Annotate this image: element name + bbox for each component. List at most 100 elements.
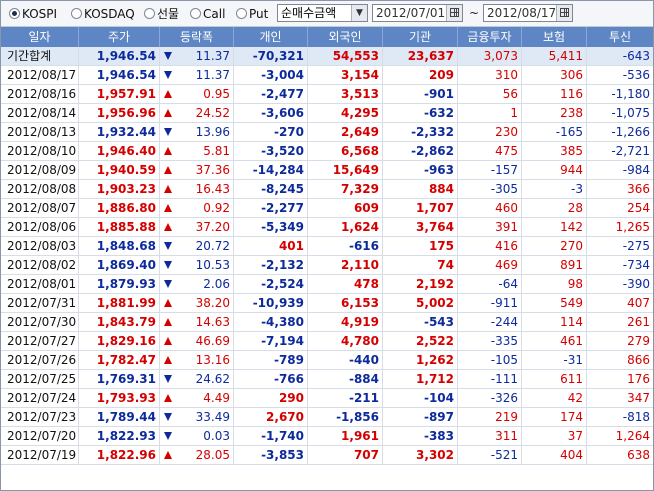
table-row[interactable]: 2012/08/09 1,940.59 37.36 -14,284 15,649 -963… [1, 161, 653, 180]
table-row[interactable]: 2012/08/06 1,885.88 37.20 -5,349 1,624 3,764 3… [1, 218, 653, 237]
radio-label: KOSPI [22, 6, 58, 21]
table-row[interactable]: 2012/08/17 1,946.54 11.37 -3,004 3,154 209 310… [1, 66, 653, 85]
col-header-finance[interactable]: 금융투자 [458, 27, 522, 47]
cell-finance: -157 [458, 161, 522, 179]
cell-insurance: -165 [522, 123, 587, 141]
triangle-down-icon [164, 52, 172, 60]
table-row-total[interactable]: 기간합계 1,946.54 11.37 -70,321 54,553 23,637 3,07… [1, 47, 653, 66]
radio-kospi[interactable]: KOSPI [9, 6, 57, 21]
cell-individual: -2,132 [234, 256, 308, 274]
cell-finance: 219 [458, 408, 522, 426]
change-value: 13.16 [195, 353, 230, 367]
change-value: 0.92 [203, 201, 230, 215]
cell-change: 11.37 [160, 66, 234, 84]
cell-finance: -911 [458, 294, 522, 312]
table-row[interactable]: 2012/07/27 1,829.16 46.69 -7,194 4,780 2,522-… [1, 332, 653, 351]
table-row[interactable]: 2012/08/08 1,903.23 16.43 -8,245 7,329 884 -30… [1, 180, 653, 199]
cell-individual: -70,321 [234, 47, 308, 65]
change-value: 11.37 [195, 68, 230, 82]
view-type-select[interactable]: 순매수금액 ▼ [277, 4, 368, 22]
cell-change: 20.72 [160, 237, 234, 255]
radio-kosdaq[interactable]: KOSDAQ [71, 6, 135, 21]
cell-date: 2012/08/01 [1, 275, 79, 293]
cell-institution: 884 [383, 180, 458, 198]
table-row[interactable]: 2012/08/03 1,848.68 20.72 401 -616 175 416 270 -… [1, 237, 653, 256]
table-row[interactable]: 2012/07/26 1,782.47 13.16 -789 -440 1,262 -105… [1, 351, 653, 370]
table-row[interactable]: 2012/08/07 1,886.80 0.92 -2,277 609 1,707 460 2… [1, 199, 653, 218]
cell-trust: 347 [627, 391, 650, 405]
table-row[interactable]: 2012/07/19 1,822.96 28.05 -3,853 707 3,302 -52… [1, 446, 653, 465]
cell-change: 13.16 [160, 351, 234, 369]
calendar-icon[interactable] [446, 5, 462, 21]
cell-date: 2012/08/16 [1, 85, 79, 103]
cell-individual: -3,004 [234, 66, 308, 84]
cell-foreign: -440 [308, 351, 383, 369]
change-value: 37.36 [195, 163, 230, 177]
col-header-change[interactable]: 등락폭 [160, 27, 234, 47]
cell-foreign: 6,153 [308, 294, 383, 312]
radio-put[interactable]: Put [236, 6, 268, 21]
table-row[interactable]: 2012/07/20 1,822.93 0.03 -1,740 1,961 -383 311… [1, 427, 653, 446]
cell-finance: 1 [458, 104, 522, 122]
cell-individual: -7,194 [234, 332, 308, 350]
col-header-individual[interactable]: 개인 [234, 27, 308, 47]
change-value: 4.49 [203, 391, 230, 405]
change-value: 0.95 [203, 87, 230, 101]
table-row[interactable]: 2012/07/23 1,789.44 33.49 2,670 -1,856 -897 21… [1, 408, 653, 427]
triangle-up-icon [164, 147, 172, 155]
cell-foreign: -1,856 [308, 408, 383, 426]
cell-institution: -897 [383, 408, 458, 426]
cell-date: 2012/07/19 [1, 446, 79, 464]
cell-insurance: 306 [522, 66, 587, 84]
table-row[interactable]: 2012/08/01 1,879.93 2.06 -2,524 478 2,192 -64 9… [1, 275, 653, 294]
cell-change: 14.63 [160, 313, 234, 331]
end-date-field[interactable]: 2012/08/17 [483, 4, 573, 22]
cell-institution: 2,192 [383, 275, 458, 293]
cell-individual: -1,740 [234, 427, 308, 445]
table-row[interactable]: 2012/07/30 1,843.79 14.63 -4,380 4,919 -543 -2… [1, 313, 653, 332]
cell-foreign: 6,568 [308, 142, 383, 160]
cell-foreign: 4,295 [308, 104, 383, 122]
table-row[interactable]: 2012/08/14 1,956.96 24.52 -3,606 4,295 -632 1 2… [1, 104, 653, 123]
cell-institution: 2,522 [383, 332, 458, 350]
cell-individual: -2,277 [234, 199, 308, 217]
toolbar: KOSPI KOSDAQ 선물 Call Put 순매수금액 ▼ 2012/07… [1, 1, 653, 27]
table-row[interactable]: 2012/08/13 1,932.44 13.96 -270 2,649 -2,332 23… [1, 123, 653, 142]
cell-institution: -543 [383, 313, 458, 331]
table-row[interactable]: 2012/07/31 1,881.99 38.20 -10,939 6,153 5,002… [1, 294, 653, 313]
col-header-foreign[interactable]: 외국인 [308, 27, 383, 47]
chevron-down-icon[interactable]: ▼ [351, 5, 367, 21]
cell-insurance: 549 [522, 294, 587, 312]
cell-date: 기간합계 [1, 47, 79, 65]
cell-institution: -632 [383, 104, 458, 122]
col-header-institution[interactable]: 기관 [383, 27, 458, 47]
start-date-field[interactable]: 2012/07/01 [372, 4, 463, 22]
cell-date: 2012/07/20 [1, 427, 79, 445]
table-row[interactable]: 2012/08/02 1,869.40 10.53 -2,132 2,110 74 469 8… [1, 256, 653, 275]
cell-trust: 366 [627, 182, 650, 196]
table-row[interactable]: 2012/08/10 1,946.40 5.81 -3,520 6,568 -2,862 4… [1, 142, 653, 161]
table-row[interactable]: 2012/08/16 1,957.91 0.95 -2,477 3,513 -901 56 1… [1, 85, 653, 104]
col-header-insurance[interactable]: 보험 [522, 27, 587, 47]
calendar-icon[interactable] [556, 5, 572, 21]
cell-finance: -326 [458, 389, 522, 407]
table-row[interactable]: 2012/07/25 1,769.31 24.62 -766 -884 1,712 -111… [1, 370, 653, 389]
triangle-up-icon [164, 356, 172, 364]
cell-change: 5.81 [160, 142, 234, 160]
cell-price: 1,793.93 [79, 389, 160, 407]
cell-price: 1,829.16 [79, 332, 160, 350]
cell-insurance: 98 [522, 275, 587, 293]
cell-foreign: 3,154 [308, 66, 383, 84]
radio-label: KOSDAQ [84, 6, 135, 21]
cell-date: 2012/07/23 [1, 408, 79, 426]
cell-price: 1,782.47 [79, 351, 160, 369]
table-row[interactable]: 2012/07/24 1,793.93 4.49 290 -211 -104 -326 42 3… [1, 389, 653, 408]
triangle-up-icon [164, 318, 172, 326]
col-header-date[interactable]: 일자 [1, 27, 79, 47]
triangle-down-icon [164, 128, 172, 136]
col-header-trust[interactable]: 투신 [608, 30, 632, 44]
radio-call[interactable]: Call [190, 6, 225, 21]
radio-futures[interactable]: 선물 [144, 6, 179, 21]
col-header-price[interactable]: 주가 [79, 27, 160, 47]
